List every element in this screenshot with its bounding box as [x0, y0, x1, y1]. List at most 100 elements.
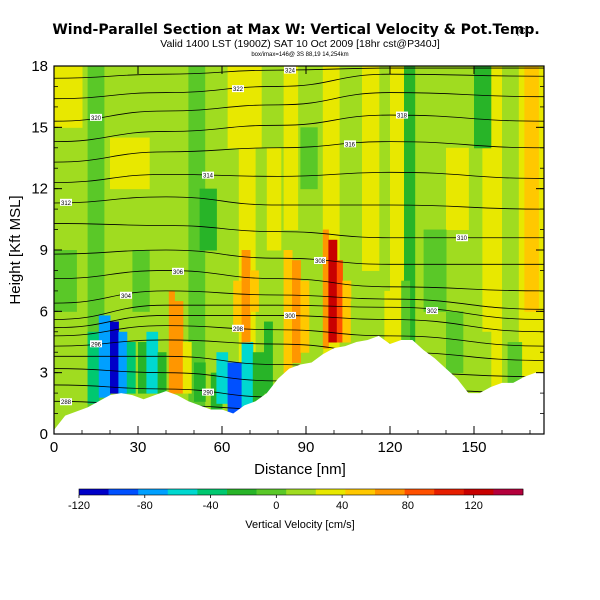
velocity-cell: [283, 66, 299, 231]
contour-label: 318: [397, 114, 408, 120]
colorbar-tick-label: 0: [273, 500, 279, 512]
colorbar-swatch: [463, 489, 494, 495]
velocity-cell: [252, 352, 265, 404]
velocity-cell: [199, 188, 217, 251]
contour-label-bg: [232, 324, 244, 332]
contour-label-bg: [344, 140, 356, 148]
contour-label: 300: [285, 314, 296, 320]
contour-label: 320: [91, 116, 102, 122]
colorbar-swatch: [108, 489, 139, 495]
contour-label-bg: [172, 267, 184, 275]
colorbar-tick-label: -40: [203, 500, 219, 512]
colorbar-swatch: [79, 489, 109, 495]
theta-contour-line: [54, 73, 544, 100]
colorbar-swatch: [167, 489, 198, 495]
colorbar-tick-label: 80: [402, 500, 414, 512]
velocity-cell: [188, 66, 206, 434]
theta-contour-line: [54, 249, 544, 265]
theta-contour-line: [54, 92, 544, 122]
contour-label-bg: [60, 398, 72, 406]
colorbar-swatch: [493, 489, 524, 495]
contour-label-bg: [60, 198, 72, 206]
contour-label: 316: [345, 142, 356, 148]
colorbar-tick-label: 40: [336, 500, 348, 512]
y-tick-label: 0: [40, 426, 48, 443]
theta-contour-line: [54, 141, 544, 163]
colorbar-swatch: [345, 489, 376, 495]
velocity-cell: [264, 321, 273, 394]
colorbar-tick-label: 120: [464, 500, 482, 512]
section-info-line: box/imax=146@ 3S 88,19 14,254km: [251, 52, 348, 58]
x-axis-label: Distance [nm]: [254, 461, 346, 478]
y-tick-label: 9: [40, 242, 48, 259]
velocity-cell: [138, 342, 150, 394]
contour-label-bg: [456, 234, 468, 242]
contour-label: 310: [457, 236, 468, 242]
colorbar-swatch: [256, 489, 287, 495]
theta-contour-line: [54, 67, 544, 79]
theta-contour-line: [54, 223, 544, 239]
theta-contour-line: [54, 270, 544, 292]
contour-label: 314: [203, 174, 214, 180]
colorbar-swatch: [138, 489, 169, 495]
velocity-cell: [423, 229, 447, 312]
terrain-mask: [54, 335, 544, 434]
velocity-cell: [54, 66, 83, 128]
velocity-cell: [524, 66, 539, 312]
colorbar-tick-label: -120: [68, 500, 90, 512]
y-tick-label: 15: [31, 119, 48, 136]
chart-title: Wind-Parallel Section at Max W: Vertical…: [52, 22, 539, 38]
y-axis-label: Height [Kft MSL]: [7, 195, 24, 304]
theta-contour-line: [54, 315, 544, 333]
velocity-cell: [300, 280, 310, 353]
theta-contour-line: [54, 355, 544, 378]
colorbar-swatch: [404, 489, 435, 495]
velocity-cell: [384, 290, 397, 343]
velocity-cell: [292, 260, 301, 363]
x-tick-label: 60: [214, 439, 231, 456]
contour-label-bg: [284, 311, 296, 319]
velocity-cell: [336, 260, 343, 343]
velocity-cell: [87, 331, 100, 404]
contour-label-bg: [202, 388, 214, 396]
contour-label-bg: [284, 66, 296, 74]
vertical-velocity-field: [54, 66, 544, 434]
y-tick-label: 12: [31, 181, 48, 198]
colorbar: -120 -80 -40 0 40 80 120: [68, 488, 524, 512]
velocity-cell: [474, 331, 492, 394]
contour-label-bg: [426, 307, 438, 315]
velocity-cell: [233, 280, 243, 333]
contour-label: 302: [427, 309, 438, 315]
contour-label: 322: [233, 87, 244, 93]
velocity-cell: [110, 321, 119, 394]
contour-label: 290: [203, 391, 214, 397]
x-tick-label: 30: [130, 439, 147, 456]
velocity-cell: [446, 311, 464, 374]
y-tick-label: 18: [31, 58, 48, 75]
velocity-cell: [507, 342, 523, 384]
contour-label: 306: [173, 270, 184, 276]
velocity-cell: [350, 301, 363, 343]
velocity-cell: [118, 331, 128, 394]
contour-label-bg: [396, 111, 408, 119]
velocity-cell: [241, 250, 251, 343]
x-tick-label: 0: [50, 439, 58, 456]
x-tick-label: 90: [298, 439, 315, 456]
velocity-cell: [132, 250, 150, 312]
velocity-cell: [322, 229, 329, 349]
valid-time-line: Valid 1400 LST (1900Z) SAT 10 Oct 2009 […: [160, 38, 440, 50]
velocity-cell: [227, 362, 243, 415]
velocity-cell: [300, 127, 318, 190]
velocity-cell: [250, 270, 259, 312]
y-tick-label: 6: [40, 303, 48, 320]
velocity-cell: [328, 239, 338, 343]
x-tick-label: 120: [377, 439, 402, 456]
contour-label: 288: [61, 400, 72, 406]
velocity-cell: [266, 147, 282, 251]
theta-contour-line: [54, 325, 544, 347]
velocity-cell: [110, 137, 150, 190]
contour-label: 304: [121, 294, 132, 300]
colorbar-tick-label: -80: [137, 500, 153, 512]
contour-label-bg: [90, 340, 102, 348]
